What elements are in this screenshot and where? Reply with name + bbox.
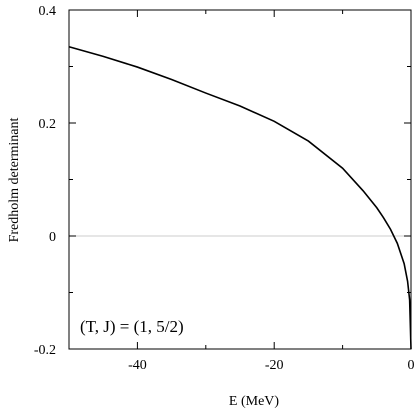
x-tick-label: -40 [128,358,147,373]
annotation: (T, J) = (1, 5/2) [80,317,184,336]
ticks [68,9,412,350]
x-tick-label: 0 [408,358,415,373]
y-tick-label: 0.2 [39,117,57,132]
plot-frame [68,9,412,350]
x-tick-label: -20 [265,358,284,373]
y-tick-label: 0 [49,230,56,245]
y-tick-label: 0.4 [39,4,57,19]
y-axis-label: Fredholm determinant [7,117,22,242]
x-axis-label: E (MeV) [229,394,279,409]
y-tick-label: -0.2 [34,343,56,358]
tick-labels: -40 -20 0 -0.2 0 0.2 0.4 [34,4,415,373]
series-line [68,45,412,350]
